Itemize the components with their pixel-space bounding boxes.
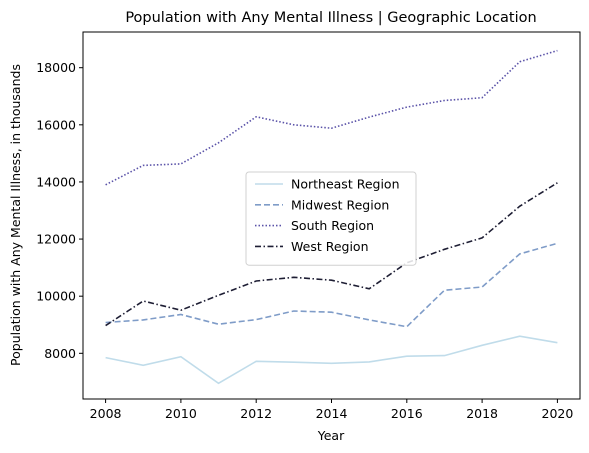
legend-label: South Region xyxy=(291,218,374,233)
y-tick-label: 16000 xyxy=(36,117,76,132)
legend-label: West Region xyxy=(291,239,369,254)
y-tick-label: 18000 xyxy=(36,60,76,75)
x-axis: 2008 2010 2012 2014 2016 2018 2020 xyxy=(90,399,574,421)
x-tick-label: 2020 xyxy=(542,406,574,421)
y-tick-label: 14000 xyxy=(36,174,76,189)
series-line-2 xyxy=(105,49,558,186)
legend-label: Midwest Region xyxy=(291,197,389,212)
series-line-0 xyxy=(105,335,558,385)
series-line-3 xyxy=(105,182,558,327)
x-tick-label: 2012 xyxy=(240,406,272,421)
y-axis: 8000 10000 12000 14000 16000 18000 xyxy=(36,60,83,361)
x-tick-label: 2014 xyxy=(316,406,348,421)
plot-lines xyxy=(105,49,558,385)
chart-title: Population with Any Mental Illness | Geo… xyxy=(125,10,536,26)
y-tick-label: 10000 xyxy=(36,289,76,304)
x-axis-label: Year xyxy=(317,428,345,443)
x-tick-label: 2010 xyxy=(165,406,197,421)
legend-label: Northeast Region xyxy=(291,177,400,192)
y-tick-label: 8000 xyxy=(44,346,76,361)
x-tick-label: 2016 xyxy=(391,406,423,421)
legend: Northeast Region Midwest Region South Regi… xyxy=(245,171,417,266)
x-tick-label: 2008 xyxy=(90,406,122,421)
y-tick-label: 12000 xyxy=(36,232,76,247)
x-tick-label: 2018 xyxy=(466,406,498,421)
legend-box xyxy=(245,171,417,266)
y-axis-label: Population with Any Mental Illness, in t… xyxy=(8,64,23,366)
series-line-1 xyxy=(105,242,558,328)
